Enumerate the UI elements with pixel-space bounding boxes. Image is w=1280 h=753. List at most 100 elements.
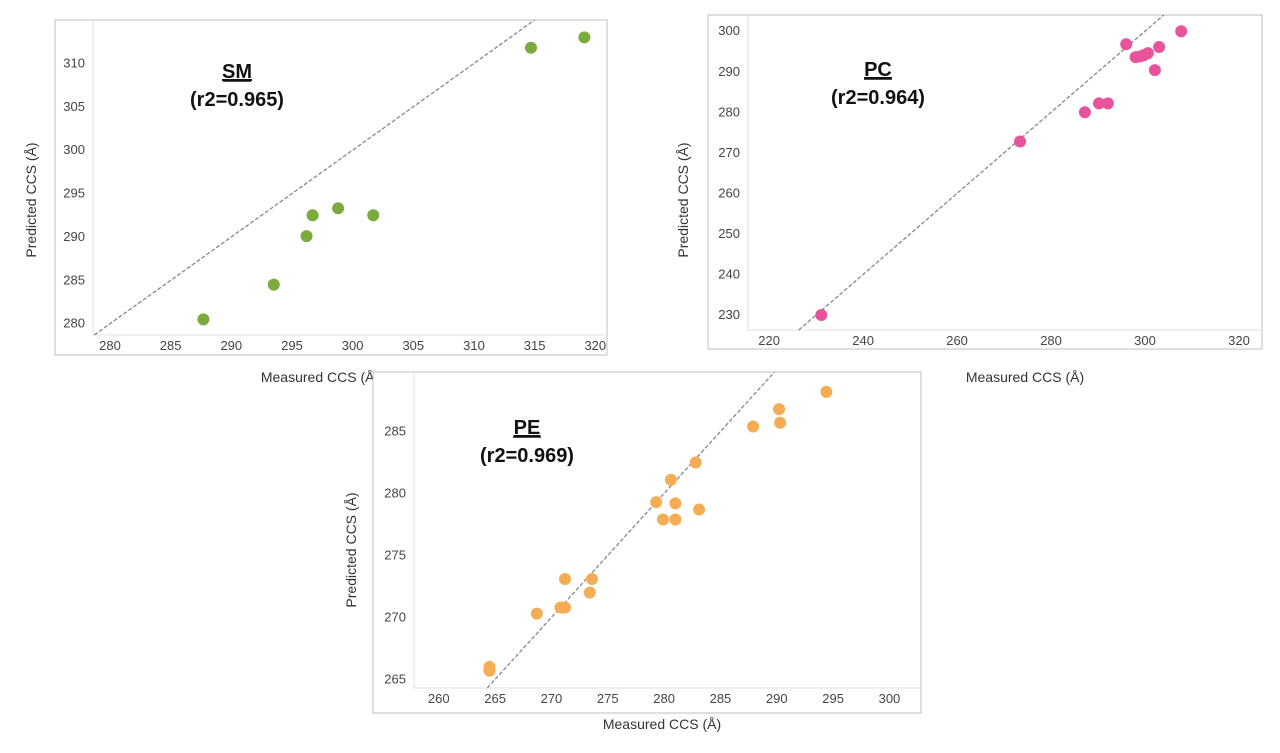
- x-tick-label: 285: [160, 338, 182, 353]
- data-point: [1120, 38, 1133, 51]
- chart-pe: 260 265 270 275 280 285 290 295 300 265 270 275 280 2…: [343, 371, 922, 732]
- data-point: [656, 513, 669, 526]
- data-point: [820, 385, 833, 398]
- annotation-title: SM: [222, 61, 252, 83]
- chart-frame: [372, 371, 922, 714]
- data-point: [558, 572, 571, 585]
- x-tick-label: 240: [852, 333, 874, 348]
- x-tick-label: 300: [879, 691, 901, 706]
- data-point: [1175, 25, 1188, 38]
- data-point: [483, 664, 496, 677]
- annotation-r2: (r2=0.964): [831, 87, 925, 109]
- x-tick-label: 280: [1040, 333, 1062, 348]
- annotation-title: PC: [864, 59, 892, 81]
- x-tick-label: 295: [281, 338, 303, 353]
- y-tick-label: 290: [718, 64, 740, 79]
- y-axis-label: Predicted CCS (Å): [675, 142, 691, 257]
- data-point: [669, 513, 682, 526]
- x-tick-label: 310: [463, 338, 485, 353]
- x-axis-label: Measured CCS (Å): [261, 369, 379, 385]
- x-tick-label: 290: [220, 338, 242, 353]
- fit-line: [798, 14, 1165, 331]
- data-point: [332, 202, 345, 215]
- x-tick-label: 280: [653, 691, 675, 706]
- data-point: [693, 503, 706, 516]
- data-point: [1101, 97, 1114, 110]
- data-point: [267, 278, 280, 291]
- data-point: [689, 456, 702, 469]
- y-tick-label: 270: [384, 609, 406, 624]
- x-tick-label: 320: [1228, 333, 1250, 348]
- chart-frame: [707, 14, 1263, 350]
- y-tick-label: 270: [718, 145, 740, 160]
- data-point: [1148, 64, 1161, 77]
- x-tick-label: 285: [710, 691, 732, 706]
- y-tick-label: 305: [63, 99, 85, 114]
- y-tick-label: 260: [718, 185, 740, 200]
- data-point: [367, 209, 380, 222]
- chart-pc: 220 240 260 280 300 320 230 240 250 260 270 280 290 3…: [675, 14, 1263, 385]
- x-axis-label: Measured CCS (Å): [603, 716, 721, 732]
- x-tick-label: 265: [484, 691, 506, 706]
- y-tick-label: 295: [63, 186, 85, 201]
- chart-frame: [54, 19, 608, 356]
- y-tick-label: 300: [63, 142, 85, 157]
- data-point: [1014, 135, 1027, 148]
- data-point: [773, 403, 786, 416]
- y-tick-label: 290: [63, 229, 85, 244]
- y-tick-label: 230: [718, 307, 740, 322]
- x-tick-label: 220: [758, 333, 780, 348]
- x-tick-label: 295: [822, 691, 844, 706]
- data-point: [774, 416, 787, 429]
- data-point: [300, 230, 313, 243]
- annotation-title: PE: [514, 417, 541, 439]
- data-point: [1153, 41, 1166, 54]
- fit-line: [486, 371, 776, 689]
- x-axis-label: Measured CCS (Å): [966, 369, 1084, 385]
- data-point: [578, 31, 591, 44]
- chart-sm: 280 285 290 295 300 305 310 315 320 280 285 290 295 3…: [23, 19, 608, 385]
- data-point: [1078, 106, 1091, 119]
- data-point: [583, 586, 596, 599]
- x-tick-label: 305: [402, 338, 424, 353]
- y-tick-label: 250: [718, 226, 740, 241]
- y-tick-label: 280: [63, 316, 85, 331]
- y-axis-label: Predicted CCS (Å): [23, 142, 39, 257]
- data-point: [669, 497, 682, 510]
- y-tick-label: 275: [384, 547, 406, 562]
- data-point: [524, 41, 537, 54]
- annotation-r2: (r2=0.965): [190, 89, 284, 111]
- x-tick-label: 280: [99, 338, 121, 353]
- x-tick-label: 300: [342, 338, 364, 353]
- data-point: [306, 209, 319, 222]
- y-tick-label: 310: [63, 55, 85, 70]
- data-point: [1141, 47, 1154, 60]
- data-point: [650, 496, 663, 509]
- data-point: [1092, 97, 1105, 110]
- x-tick-label: 290: [766, 691, 788, 706]
- y-tick-label: 280: [718, 104, 740, 119]
- y-tick-label: 265: [384, 671, 406, 686]
- y-tick-label: 300: [718, 23, 740, 38]
- data-point: [558, 601, 571, 614]
- x-tick-label: 260: [428, 691, 450, 706]
- x-tick-label: 260: [946, 333, 968, 348]
- x-tick-label: 300: [1134, 333, 1156, 348]
- y-tick-label: 285: [384, 423, 406, 438]
- y-axis-label: Predicted CCS (Å): [343, 492, 359, 607]
- data-point: [586, 572, 599, 585]
- annotation-r2: (r2=0.969): [480, 445, 574, 467]
- data-point: [815, 309, 828, 321]
- x-tick-label: 320: [584, 338, 606, 353]
- x-tick-label: 315: [524, 338, 546, 353]
- data-point: [747, 420, 760, 433]
- data-point: [664, 473, 677, 486]
- y-tick-label: 285: [63, 272, 85, 287]
- data-point: [530, 607, 543, 620]
- fit-line: [93, 19, 536, 336]
- data-point: [197, 313, 210, 326]
- x-tick-label: 275: [597, 691, 619, 706]
- y-tick-label: 240: [718, 266, 740, 281]
- x-tick-label: 270: [541, 691, 563, 706]
